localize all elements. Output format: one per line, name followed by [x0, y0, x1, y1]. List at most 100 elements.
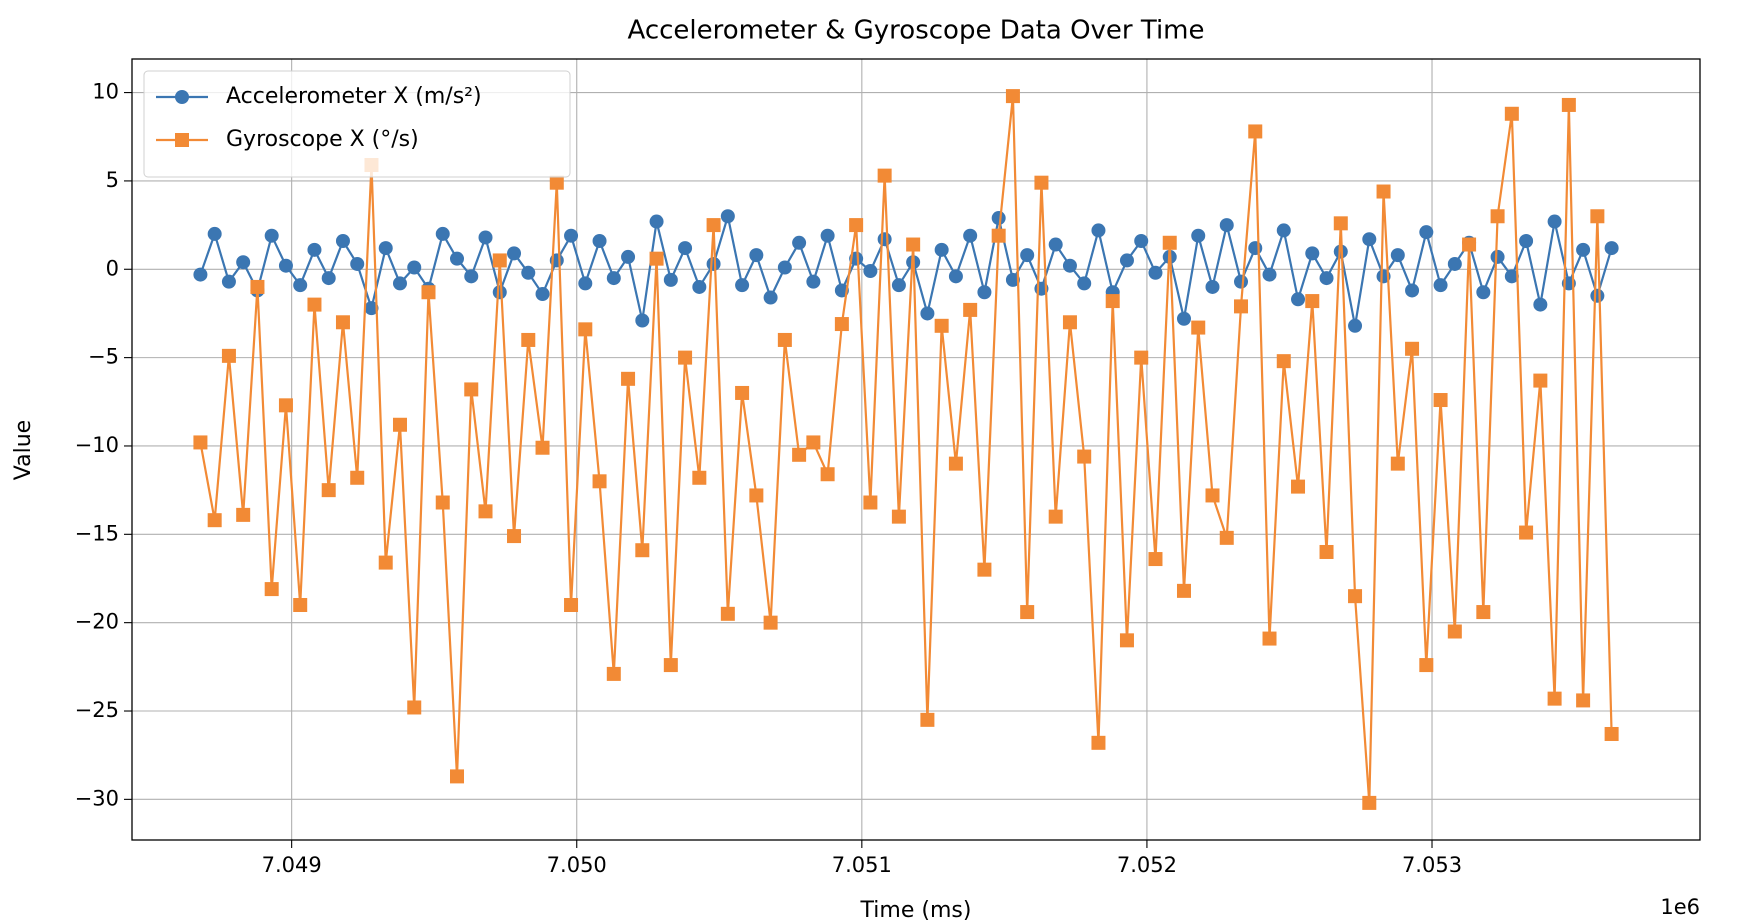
marker: [991, 211, 1006, 226]
marker: [478, 504, 493, 519]
marker: [1519, 233, 1534, 248]
marker: [806, 435, 821, 450]
marker: [175, 90, 189, 104]
marker: [1219, 530, 1234, 545]
marker: [1533, 297, 1548, 312]
marker: [1561, 97, 1576, 112]
marker: [1476, 605, 1491, 620]
marker: [934, 318, 949, 333]
marker: [706, 256, 721, 271]
marker: [535, 287, 550, 302]
marker: [1119, 633, 1134, 648]
marker: [1348, 589, 1363, 604]
marker: [592, 233, 607, 248]
series: [193, 89, 1619, 810]
y-tick-label: −25: [75, 698, 119, 722]
marker: [1319, 271, 1334, 286]
marker: [193, 267, 208, 282]
marker: [1291, 479, 1306, 494]
marker: [435, 495, 450, 510]
marker: [1091, 223, 1106, 238]
marker: [321, 271, 336, 286]
marker: [1419, 658, 1434, 673]
marker: [1248, 124, 1263, 139]
marker: [863, 495, 878, 510]
marker: [834, 317, 849, 332]
marker: [175, 133, 189, 147]
marker: [1590, 209, 1605, 224]
marker: [450, 251, 465, 266]
marker: [678, 241, 693, 256]
marker: [635, 543, 650, 558]
marker: [1176, 583, 1191, 598]
marker: [1191, 320, 1206, 335]
y-tick-label: −30: [75, 786, 119, 810]
marker: [1148, 552, 1163, 567]
marker: [250, 279, 265, 294]
marker: [948, 269, 963, 284]
marker: [1262, 631, 1277, 646]
marker: [948, 456, 963, 471]
marker: [1476, 285, 1491, 300]
marker: [350, 256, 365, 271]
marker: [507, 246, 522, 261]
marker: [1333, 216, 1348, 231]
marker: [421, 285, 436, 300]
marker: [521, 332, 536, 347]
marker: [278, 398, 293, 413]
marker: [1219, 218, 1234, 233]
marker: [278, 258, 293, 273]
marker: [1162, 235, 1177, 250]
marker: [335, 315, 350, 330]
marker: [720, 209, 735, 224]
marker: [1005, 89, 1020, 104]
legend-box: [143, 70, 571, 178]
marker: [535, 440, 550, 455]
x-tick-label: 7.050: [547, 853, 607, 877]
marker: [1447, 624, 1462, 639]
marker: [407, 260, 422, 275]
series: [193, 209, 1619, 333]
marker: [1248, 241, 1263, 256]
marker: [549, 175, 564, 190]
marker: [606, 271, 621, 286]
y-tick-label: −5: [88, 345, 119, 369]
marker: [364, 301, 379, 316]
marker: [1405, 283, 1420, 298]
marker: [521, 265, 536, 280]
marker: [435, 226, 450, 241]
marker: [564, 228, 579, 243]
marker: [1576, 693, 1591, 708]
marker: [1276, 223, 1291, 238]
marker: [749, 248, 764, 263]
marker: [1048, 237, 1063, 252]
marker: [293, 597, 308, 612]
marker: [307, 242, 322, 257]
marker: [1319, 544, 1334, 559]
marker: [877, 168, 892, 183]
marker: [663, 272, 678, 287]
marker: [792, 235, 807, 250]
marker: [407, 700, 422, 715]
marker: [193, 435, 208, 450]
marker: [692, 470, 707, 485]
marker: [1062, 315, 1077, 330]
marker: [1305, 246, 1320, 261]
marker: [1405, 341, 1420, 356]
marker: [321, 483, 336, 498]
marker: [236, 507, 251, 522]
marker: [777, 260, 792, 275]
marker: [1390, 248, 1405, 263]
marker: [1205, 488, 1220, 503]
marker: [392, 417, 407, 432]
marker: [464, 382, 479, 397]
axes-frame: [131, 58, 1701, 841]
marker: [1519, 525, 1534, 540]
marker: [735, 385, 750, 400]
marker: [450, 769, 465, 784]
x-axis-label: Time (ms): [860, 898, 972, 922]
marker: [1119, 253, 1134, 268]
marker: [1091, 735, 1106, 750]
marker: [1262, 267, 1277, 282]
